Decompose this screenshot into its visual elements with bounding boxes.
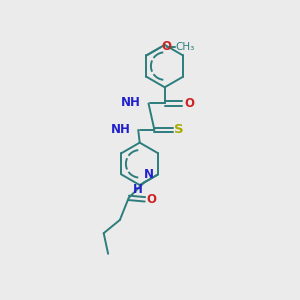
Text: O: O	[184, 97, 194, 110]
Text: N: N	[144, 168, 154, 181]
Text: O: O	[162, 40, 172, 53]
Text: O: O	[147, 193, 157, 206]
Text: NH: NH	[111, 123, 130, 136]
Text: CH₃: CH₃	[176, 42, 195, 52]
Text: S: S	[174, 123, 184, 136]
Text: H: H	[133, 183, 143, 196]
Text: NH: NH	[121, 96, 141, 110]
